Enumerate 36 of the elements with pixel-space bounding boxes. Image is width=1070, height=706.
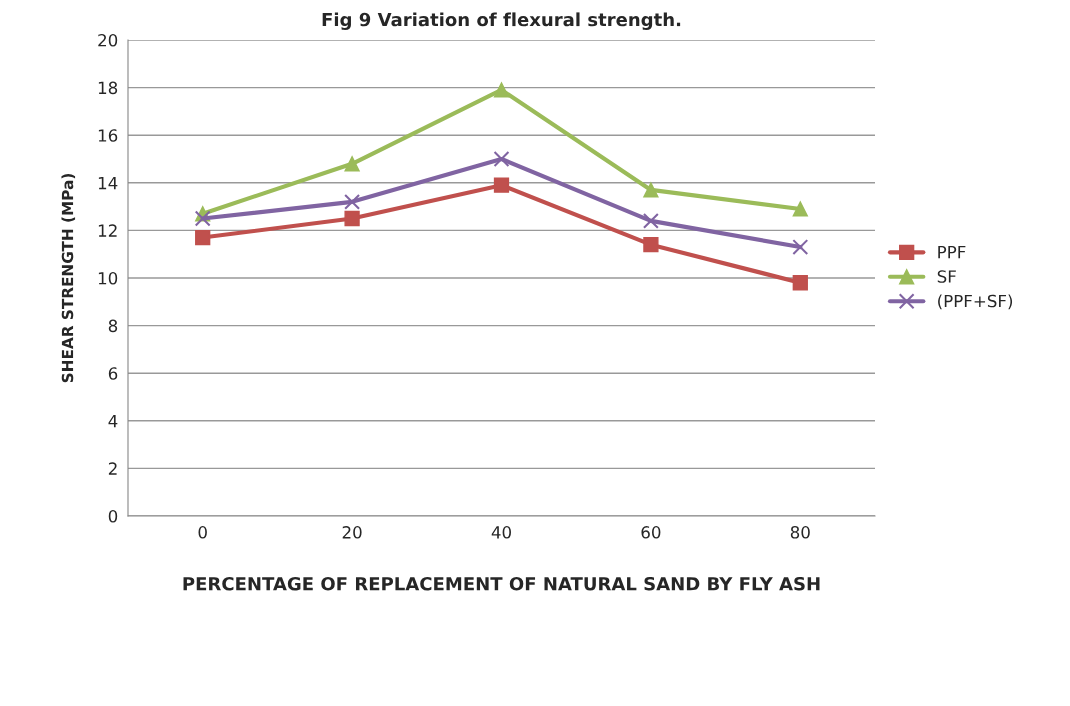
legend-label: PPF — [938, 245, 966, 259]
legend-label: (PPF+SF) — [938, 294, 1013, 310]
x-tick-label: 20 — [342, 526, 362, 539]
point — [493, 82, 510, 98]
x-tick-label: 0 — [198, 526, 207, 539]
point — [643, 182, 659, 198]
y-tick-label: 14 — [98, 176, 118, 190]
y-tick-label: 12 — [98, 224, 117, 237]
y-tick-label: 20 — [98, 33, 118, 47]
point — [344, 193, 361, 210]
point — [792, 275, 808, 291]
point — [493, 177, 510, 193]
y-tick-label: 18 — [98, 81, 118, 95]
point — [493, 151, 510, 167]
y-tick-label: 16 — [98, 129, 118, 142]
y-tick-label: 6 — [108, 367, 118, 380]
point — [643, 237, 659, 253]
x-tick-label: 80 — [790, 526, 810, 539]
legend-label: SF — [937, 270, 956, 283]
point — [194, 210, 211, 227]
y-tick-label: 10 — [98, 271, 118, 285]
point — [792, 239, 809, 256]
y-tick-label: 8 — [108, 319, 118, 333]
y-tick-label: 4 — [108, 414, 118, 428]
x-tick-label: 40 — [491, 526, 511, 539]
y-axis-title: SHEAR STRENGTH (MPa) — [61, 174, 76, 383]
x-tick-label: 60 — [641, 526, 661, 539]
point — [642, 212, 659, 229]
y-tick-label: 0 — [108, 509, 118, 523]
x-axis-title: PERCENTAGE OF REPLACEMENT OF NATURAL SAND BY FLY ASH — [183, 576, 820, 591]
chart-title: Fig 9 Variation of flexural strength. — [322, 12, 681, 31]
y-tick-label: 2 — [108, 462, 117, 475]
point — [792, 201, 808, 217]
point — [344, 156, 360, 172]
point — [344, 210, 360, 227]
point — [195, 229, 211, 246]
